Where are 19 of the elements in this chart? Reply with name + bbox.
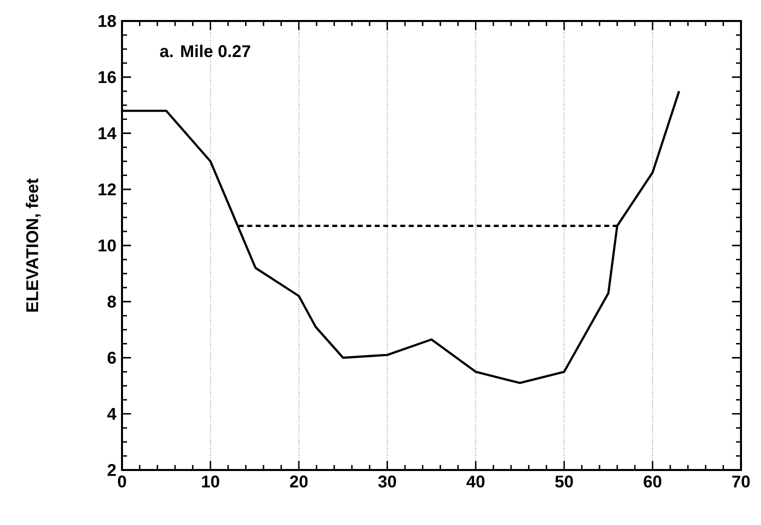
annotation: a. Mile 0.27 <box>160 44 250 58</box>
y-tick-label: 6 <box>108 352 116 364</box>
x-tick-label: 30 <box>378 476 396 488</box>
y-tick-label: 18 <box>98 14 116 28</box>
y-tick-label: 4 <box>107 408 116 420</box>
y-tick-label: 2 <box>108 464 116 476</box>
y-tick-label: 16 <box>98 71 116 84</box>
x-tick-label: 40 <box>466 476 484 488</box>
x-tick-label: 50 <box>555 476 573 488</box>
y-tick-label: 14 <box>98 127 116 140</box>
x-tick-label: 60 <box>644 476 662 488</box>
x-tick-label: 70 <box>732 476 750 488</box>
x-tick-label: 0 <box>118 476 126 488</box>
y-axis-title: ELEVATION, feet <box>26 178 41 312</box>
y-tick-label: 12 <box>98 183 116 196</box>
y-tick-label: 10 <box>98 239 116 252</box>
x-tick-label: 10 <box>202 476 220 488</box>
y-tick-label: 8 <box>108 296 116 308</box>
x-tick-label: 20 <box>290 476 308 488</box>
